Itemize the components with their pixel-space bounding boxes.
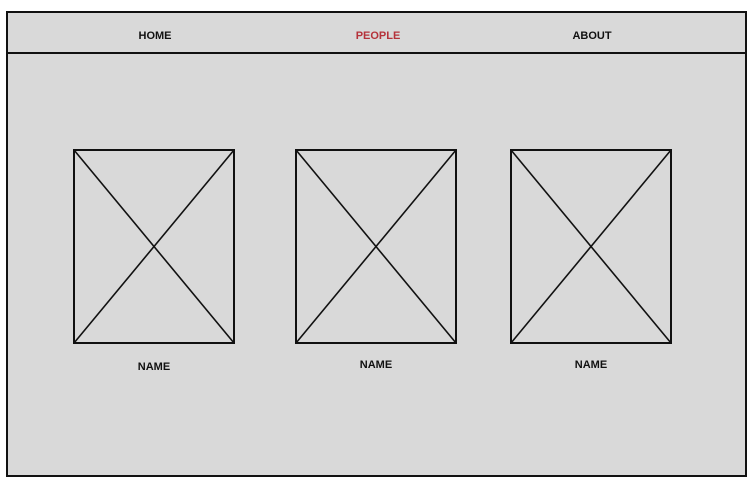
image-placeholder-icon bbox=[510, 149, 672, 344]
image-placeholder-icon bbox=[295, 149, 457, 344]
person-name: NAME bbox=[137, 361, 171, 373]
person-name: NAME bbox=[574, 359, 608, 371]
person-name: NAME bbox=[359, 359, 393, 371]
page-frame: HOME PEOPLE ABOUT NAME NAME bbox=[6, 11, 747, 477]
image-placeholder-icon bbox=[73, 149, 235, 344]
nav-item-people[interactable]: PEOPLE bbox=[355, 30, 401, 42]
nav-item-about[interactable]: ABOUT bbox=[572, 30, 612, 42]
nav-item-home[interactable]: HOME bbox=[138, 30, 172, 42]
top-navigation: HOME PEOPLE ABOUT bbox=[8, 13, 745, 54]
